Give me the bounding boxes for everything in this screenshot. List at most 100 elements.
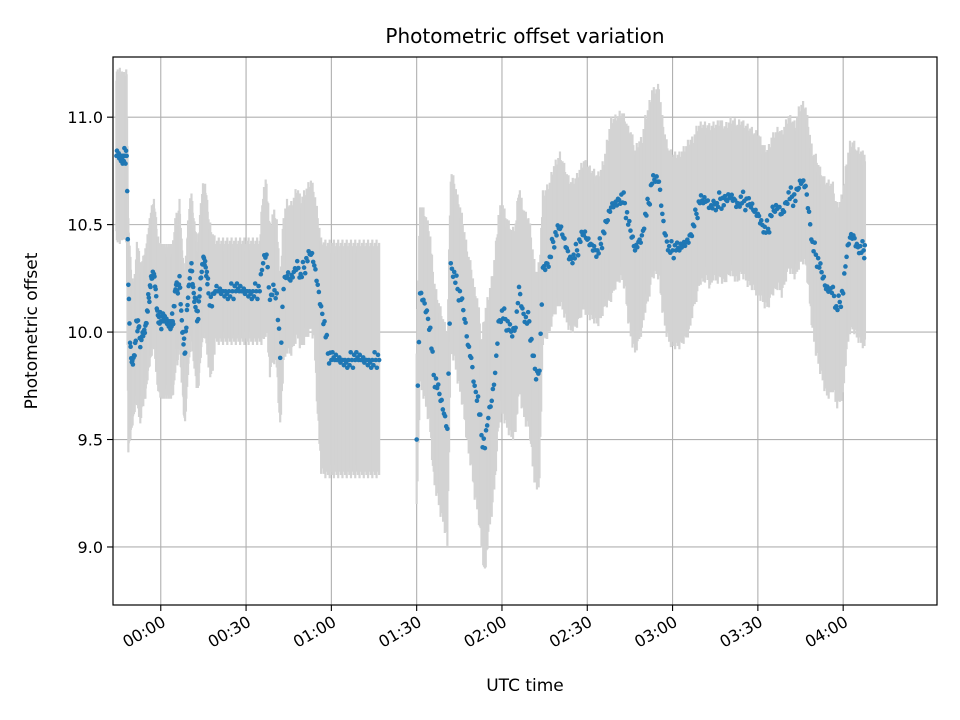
- data-point: [128, 344, 133, 349]
- data-point: [507, 322, 513, 327]
- data-point: [130, 362, 136, 367]
- data-point: [694, 211, 699, 217]
- data-point: [818, 261, 823, 266]
- data-point: [266, 285, 272, 290]
- data-point: [639, 233, 645, 238]
- data-point: [179, 318, 185, 323]
- data-point: [722, 193, 728, 199]
- data-point: [598, 241, 604, 247]
- data-point: [302, 270, 308, 276]
- data-point: [656, 179, 662, 184]
- x-axis-label: UTC time: [486, 676, 564, 696]
- data-point: [226, 288, 232, 294]
- data-point: [418, 290, 424, 296]
- data-point: [184, 325, 189, 331]
- data-point: [719, 206, 724, 212]
- data-point: [457, 288, 463, 294]
- data-point: [525, 309, 531, 315]
- data-point: [729, 192, 735, 198]
- data-point: [721, 202, 727, 208]
- data-point: [170, 321, 176, 327]
- data-point: [370, 357, 375, 363]
- data-point: [373, 357, 379, 363]
- data-point: [415, 383, 421, 388]
- data-point: [231, 296, 236, 302]
- data-point: [126, 282, 131, 288]
- data-point: [762, 224, 767, 230]
- data-point: [594, 254, 599, 260]
- data-point: [743, 207, 748, 213]
- data-point: [649, 181, 655, 187]
- data-point: [578, 239, 583, 245]
- data-point: [813, 252, 819, 258]
- chart-title: Photometric offset variation: [385, 24, 664, 48]
- data-point: [842, 271, 847, 276]
- data-point: [296, 265, 301, 271]
- plot-frame: [112, 56, 938, 606]
- data-point: [710, 205, 715, 211]
- data-point: [641, 226, 647, 232]
- data-point: [265, 264, 270, 270]
- data-point: [172, 303, 177, 309]
- data-point: [198, 275, 204, 280]
- data-point: [271, 282, 276, 288]
- data-point: [439, 397, 444, 403]
- data-point: [316, 289, 322, 295]
- data-point: [785, 201, 790, 207]
- data-point: [135, 318, 141, 323]
- data-point: [468, 355, 474, 361]
- data-point: [208, 294, 214, 300]
- data-point: [658, 203, 664, 209]
- data-point: [843, 264, 848, 269]
- data-point: [635, 244, 640, 250]
- data-point: [470, 364, 475, 370]
- data-point: [714, 200, 720, 206]
- data-point: [551, 245, 557, 250]
- data-point: [695, 215, 700, 221]
- data-point: [698, 193, 704, 198]
- y-tick-label: 11.0: [67, 108, 103, 127]
- data-point: [840, 291, 846, 296]
- data-point: [195, 308, 201, 314]
- data-point: [258, 271, 264, 277]
- data-point: [319, 311, 325, 317]
- data-point: [189, 261, 194, 266]
- y-tick-label: 10.0: [67, 323, 103, 342]
- data-point: [460, 307, 466, 313]
- data-point: [671, 255, 677, 261]
- data-point: [471, 379, 476, 384]
- data-point: [733, 204, 739, 210]
- data-point: [348, 349, 354, 355]
- data-point: [770, 204, 775, 210]
- data-point: [716, 190, 722, 195]
- data-point: [313, 267, 318, 272]
- data-point: [546, 264, 551, 270]
- data-point: [691, 223, 697, 229]
- data-point: [607, 209, 613, 215]
- data-point: [621, 190, 626, 195]
- data-point: [459, 296, 465, 301]
- data-point: [509, 334, 515, 339]
- data-point: [142, 330, 148, 336]
- data-point: [144, 321, 149, 326]
- data-point: [273, 295, 278, 301]
- data-point: [290, 275, 295, 280]
- data-point: [433, 376, 439, 381]
- data-point: [146, 295, 152, 300]
- data-point: [274, 291, 280, 296]
- data-point: [586, 236, 591, 241]
- data-point: [616, 197, 622, 203]
- data-point: [125, 236, 131, 242]
- data-point: [622, 200, 628, 206]
- data-point: [209, 303, 215, 309]
- data-point: [281, 286, 286, 292]
- data-point: [204, 269, 210, 275]
- data-point: [205, 276, 211, 281]
- data-point: [806, 209, 812, 215]
- data-point: [516, 284, 522, 290]
- data-point: [448, 261, 454, 266]
- data-point: [811, 248, 816, 254]
- data-point: [350, 365, 356, 371]
- data-point: [705, 198, 711, 203]
- data-point: [846, 241, 852, 247]
